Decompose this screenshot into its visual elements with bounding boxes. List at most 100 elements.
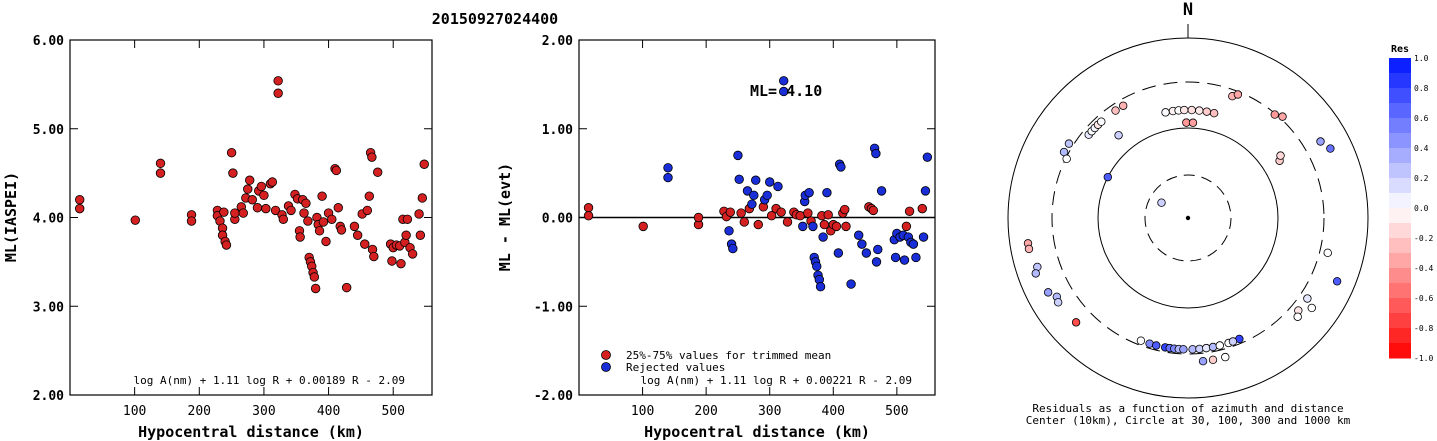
legend-label-trimmed: 25%-75% values for trimmed mean [626,349,831,362]
data-point [815,282,826,292]
x-tick-label: 200 [188,404,211,419]
x-tick-label: 400 [822,404,845,419]
station-point [1180,105,1189,115]
y-axis-label: ML - ML(evt) [496,163,514,271]
y-axis-label: ML(IASPEI) [2,172,20,262]
data-point [336,225,347,235]
data-point [724,226,734,236]
data-point [846,279,856,289]
data-point [765,177,775,187]
panel-azimuth-residuals: N Residuals as a function of azimuth and… [1007,0,1369,427]
colorbar-cell [1389,163,1411,179]
data-point [818,232,828,242]
data-point [871,148,881,159]
data-point [583,211,594,221]
data-point [583,203,594,213]
data-point [890,252,901,263]
data-point [387,256,397,266]
data-point [243,184,253,194]
legend-marker-trimmed [601,350,611,360]
data-point [252,203,263,213]
data-point [917,203,927,214]
data-point [364,191,374,201]
legend-marker-rejected [601,362,611,372]
data-point [226,148,237,158]
y-tick-label: 1.00 [542,123,573,138]
colorbar-tick-label: 0.2 [1414,174,1429,183]
colorbar-tick-label: 1.0 [1414,54,1429,63]
data-point [911,252,921,263]
data-point [414,209,424,219]
data-point [904,206,915,216]
station-point [1228,337,1238,346]
colorbar-tick-label: -0.8 [1414,324,1433,333]
colorbar-ticks: 1.0 0.8 0.6 0.4 0.2 0.0 -0.2 -0.4 -0.6 -0.8 -1.0 [1414,54,1433,363]
data-point [238,208,248,218]
data-point [638,221,648,232]
station-point [1209,109,1219,118]
station-point [1208,342,1218,352]
station-point [1221,352,1230,362]
data-point [299,208,309,218]
station-point [1161,108,1170,117]
colorbar-title: Res [1391,44,1409,55]
x-tick-label: 500 [381,404,404,419]
colorbar-cell [1389,223,1411,239]
data-point [219,207,229,217]
station-point [1303,294,1312,303]
x-axis-label: Hypocentral distance (km) [138,423,364,441]
data-point [327,214,337,224]
data-point [373,167,383,177]
data-point [776,207,786,217]
colorbar-cell [1389,88,1411,104]
y-axis: -2.00 -1.00 0.00 1.00 2.00 [534,34,935,404]
data-point [808,221,818,232]
data-point [74,195,85,205]
station-point [1278,112,1287,121]
data-point [352,230,363,240]
colorbar-tick-label: 0.0 [1414,204,1429,213]
data-point [751,175,761,185]
colorbar-cells [1389,58,1411,359]
station-point [1276,151,1285,160]
data-point [782,217,793,227]
station-point [1114,131,1123,140]
colorbar-cell [1389,298,1411,314]
x-tick-label: 200 [694,404,717,419]
data-point [309,272,320,282]
colorbar-cell [1389,313,1411,329]
data-point [753,219,763,230]
data-point [367,152,377,162]
data-point [331,165,342,176]
data-point [734,174,744,185]
formula-text: log A(nm) + 1.11 log R + 0.00221 R - 2.0… [640,374,912,387]
data-point [803,208,813,218]
data-point [798,221,808,232]
data-point [733,150,743,161]
x-axis-label: Hypocentral distance (km) [644,423,870,441]
station-point [1118,101,1128,110]
data-point [779,76,789,86]
y-tick-label: 2.00 [542,34,573,49]
station-point [1136,336,1146,345]
data-point [256,181,267,192]
station-point [1152,341,1161,350]
data-point [749,190,759,201]
data-point [186,216,197,226]
colorbar-cell [1389,103,1411,119]
station-point [1195,106,1204,115]
data-point [854,230,864,240]
colorbar-tick-label: -0.6 [1414,294,1433,303]
data-point [247,195,257,205]
x-tick-label: 100 [631,404,654,419]
data-point [286,205,296,216]
colorbar-cell [1389,268,1411,284]
colorbar-cell [1389,238,1411,254]
data-point [736,208,746,218]
data-point [341,282,352,293]
plot-frame [69,39,433,396]
center-marker [1185,215,1191,221]
data-point [317,191,327,201]
colorbar-cell [1389,178,1411,194]
